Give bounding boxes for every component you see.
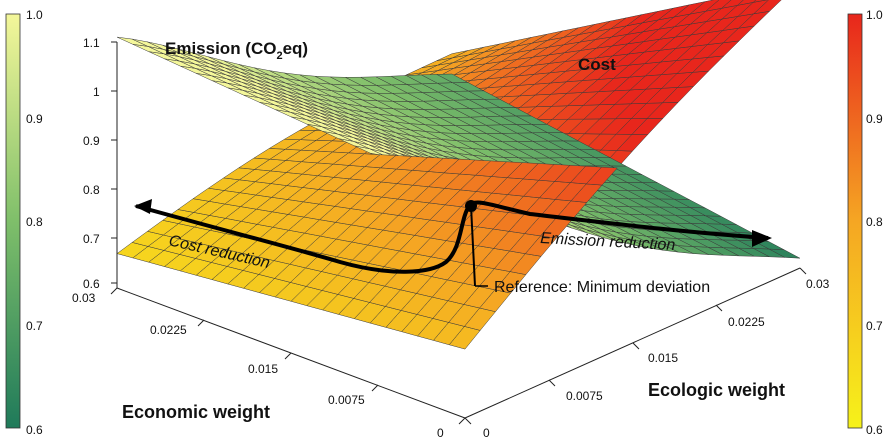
y-tick-0: 0 [483, 426, 490, 439]
left-colorbar-tick-3: 0.8 [26, 215, 43, 229]
reference-leader-line [470, 205, 476, 287]
surf-emission-cell-483 [435, 73, 469, 83]
z-tick-1.1: 1.1 [83, 36, 100, 50]
emission-reduction-arrowhead [752, 230, 772, 247]
x-tick-0.015: 0.015 [248, 362, 278, 376]
surf-cost-back-cell-47 [720, 0, 744, 9]
x-tick-0.0225: 0.0225 [150, 323, 187, 337]
right-colorbar-tick-3: 0.8 [866, 215, 883, 229]
surf-cost-back-cell-263 [436, 50, 468, 61]
z-tick-1: 1 [93, 85, 100, 99]
y-axis-label: Ecologic weight [648, 380, 785, 400]
cost-surface-title: Cost [578, 55, 616, 74]
tradeoff-curve [135, 200, 769, 274]
left-colorbar-tick-1: 1.0 [26, 8, 43, 22]
y-tick-0.03: 0.03 [806, 277, 830, 291]
emission-surface-title: Emission (CO2eq) [165, 39, 308, 62]
x-axis-label: Economic weight [122, 402, 270, 422]
z-tick-0.7: 0.7 [83, 232, 100, 246]
z-axis: 1.1 1 0.9 0.8 0.7 0.6 [83, 36, 117, 291]
left-colorbar: 1.0 0.9 0.8 0.7 0.6 [5, 8, 43, 437]
cost-surface-front [116, 148, 618, 350]
y-axis: 0 0.0075 0.015 0.0225 0.03 Ecologic weig… [464, 267, 830, 439]
surf-cost-back-cell-10 [752, 0, 782, 15]
y-tick-0.015: 0.015 [648, 351, 678, 365]
y-tick-0.0075: 0.0075 [566, 389, 603, 403]
right-colorbar-tick-1: 1.0 [866, 8, 883, 22]
right-colorbar-bar [847, 13, 863, 429]
surf-cost-back-cell-59 [704, 0, 732, 12]
z-tick-0.9: 0.9 [83, 134, 100, 148]
z-tick-0.8: 0.8 [83, 183, 100, 197]
x-tick-0: 0 [437, 426, 444, 439]
left-colorbar-bar [5, 13, 21, 429]
left-colorbar-tick-5: 0.6 [26, 423, 43, 437]
x-tick-0.03: 0.03 [72, 291, 96, 305]
right-colorbar-tick-4: 0.7 [866, 319, 883, 333]
reference-label: Reference: Minimum deviation [494, 279, 710, 296]
surf-cost-front-cell-219 [253, 148, 286, 160]
z-tick-0.6: 0.6 [83, 277, 100, 291]
right-colorbar: 1.0 0.9 0.8 0.7 0.6 [847, 8, 883, 437]
cost-reduction-arrowhead [134, 199, 152, 214]
left-colorbar-tick-4: 0.7 [26, 319, 43, 333]
x-axis: 0.03 0.0225 0.015 0.0075 0 Economic weig… [72, 287, 466, 439]
x-tick-0.0075: 0.0075 [328, 393, 365, 407]
surf-cost-back-cell-23 [752, 0, 768, 3]
y-tick-0.0225: 0.0225 [728, 315, 765, 329]
right-colorbar-tick-2: 0.9 [866, 112, 883, 126]
left-colorbar-tick-2: 0.9 [26, 112, 43, 126]
right-colorbar-tick-5: 0.6 [866, 423, 883, 437]
